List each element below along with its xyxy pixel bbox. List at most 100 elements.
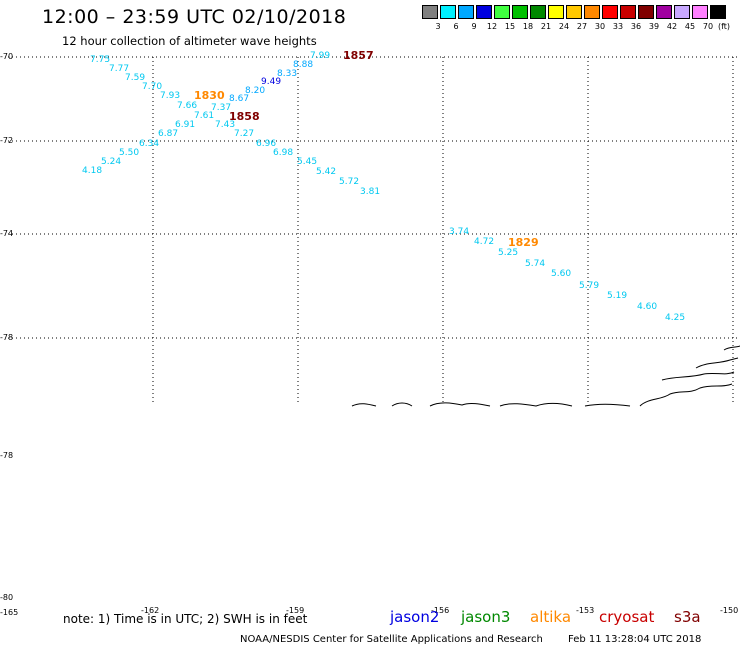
legend-swatch bbox=[692, 5, 708, 19]
lat-label: -70 bbox=[0, 52, 14, 61]
legend-label: 70 bbox=[702, 22, 714, 31]
wave-height-obs: 7.70 bbox=[142, 82, 163, 92]
wave-height-obs: 7.99 bbox=[310, 51, 331, 61]
wave-height-obs: 8.33 bbox=[277, 69, 298, 79]
legend-label: 42 bbox=[666, 22, 678, 31]
pass-time-label: 1830 bbox=[194, 89, 225, 102]
legend-label: 33 bbox=[612, 22, 624, 31]
legend-label: 39 bbox=[648, 22, 660, 31]
satellite-name: cryosat bbox=[599, 608, 655, 626]
wave-height-obs: 5.50 bbox=[119, 148, 140, 158]
pass-time-label: 1858 bbox=[229, 110, 260, 123]
legend-swatch bbox=[422, 5, 438, 19]
page-title: 12:00 – 23:59 UTC 02/10/2018 bbox=[42, 6, 347, 28]
wave-height-obs: 7.37 bbox=[211, 103, 232, 113]
pass-time-label: 1829 bbox=[508, 236, 539, 249]
coastline bbox=[351, 345, 740, 407]
lat-label: -78 bbox=[0, 333, 14, 342]
lat-label: -74 bbox=[0, 229, 14, 238]
lon-label: -153 bbox=[576, 606, 595, 615]
legend-label: 12 bbox=[486, 22, 498, 31]
wave-height-obs: 7.27 bbox=[234, 129, 255, 139]
wave-height-obs: 5.42 bbox=[316, 167, 337, 177]
wave-height-obs: 4.18 bbox=[82, 166, 103, 176]
legend-swatch bbox=[458, 5, 474, 19]
legend-label: 45 bbox=[684, 22, 696, 31]
legend-swatch bbox=[656, 5, 672, 19]
wave-height-obs: 5.72 bbox=[339, 177, 360, 187]
satellite-name: s3a bbox=[674, 608, 701, 626]
wave-height-obs: 6.34 bbox=[139, 139, 160, 149]
wave-height-obs: 7.77 bbox=[109, 64, 130, 74]
legend-swatch bbox=[674, 5, 690, 19]
legend-swatch bbox=[710, 5, 726, 19]
legend-label: 15 bbox=[504, 22, 516, 31]
wave-height-obs: 5.19 bbox=[607, 291, 628, 301]
legend-swatch bbox=[620, 5, 636, 19]
credit-line: NOAA/NESDIS Center for Satellite Applica… bbox=[240, 634, 543, 645]
wave-height-obs: 9.49 bbox=[261, 77, 282, 87]
legend-swatch bbox=[584, 5, 600, 19]
wave-height-obs: 6.98 bbox=[273, 148, 294, 158]
wave-height-obs: 7.93 bbox=[160, 91, 181, 101]
wave-height-obs: 8.20 bbox=[245, 86, 266, 96]
legend-swatch bbox=[476, 5, 492, 19]
lon-label: -159 bbox=[286, 606, 305, 615]
gridlines bbox=[8, 56, 740, 405]
wave-height-obs: 7.59 bbox=[125, 73, 146, 83]
legend-label: 3 bbox=[435, 22, 441, 31]
satellite-name: altika bbox=[530, 608, 572, 626]
wave-height-obs: 5.79 bbox=[579, 281, 600, 291]
wave-height-obs: 4.72 bbox=[474, 237, 495, 247]
lon-label: -162 bbox=[141, 606, 160, 615]
wave-height-obs: 4.25 bbox=[665, 313, 686, 323]
satellite-name: jason2 bbox=[390, 608, 440, 626]
wave-height-obs: 6.96 bbox=[256, 139, 277, 149]
pass-time-label: 1857 bbox=[343, 49, 374, 62]
wave-height-obs: 5.74 bbox=[525, 259, 546, 269]
legend-label: 24 bbox=[558, 22, 570, 31]
wave-height-obs: 7.75 bbox=[90, 55, 111, 65]
legend-label: 9 bbox=[471, 22, 477, 31]
legend-swatch bbox=[530, 5, 546, 19]
legend-swatch bbox=[602, 5, 618, 19]
wave-height-obs: 7.61 bbox=[194, 111, 215, 121]
wave-height-obs: 3.81 bbox=[360, 187, 381, 197]
wave-height-obs: 3.74 bbox=[449, 227, 470, 237]
wave-height-obs: 5.45 bbox=[297, 157, 318, 167]
wave-height-obs: 5.60 bbox=[551, 269, 572, 279]
lon-label: -150 bbox=[720, 606, 739, 615]
wave-height-obs: 7.66 bbox=[177, 101, 198, 111]
lat-label: -80 bbox=[0, 593, 14, 602]
wave-height-obs: 7.43 bbox=[215, 120, 236, 130]
legend-swatch bbox=[512, 5, 528, 19]
legend-label: 36 bbox=[630, 22, 642, 31]
legend-swatch bbox=[494, 5, 510, 19]
footnote: note: 1) Time is in UTC; 2) SWH is in fe… bbox=[63, 612, 308, 626]
legend-swatch bbox=[440, 5, 456, 19]
legend-label: 21 bbox=[540, 22, 552, 31]
legend-label: 6 bbox=[453, 22, 459, 31]
legend-label: 18 bbox=[522, 22, 534, 31]
lat-label: -72 bbox=[0, 136, 14, 145]
page-subtitle: 12 hour collection of altimeter wave hei… bbox=[62, 34, 317, 48]
legend-unit: (ft) bbox=[717, 22, 731, 31]
wave-height-obs: 6.87 bbox=[158, 129, 179, 139]
wave-height-obs: 4.60 bbox=[637, 302, 658, 312]
wave-height-obs: 5.25 bbox=[498, 248, 519, 258]
wave-height-obs: 5.24 bbox=[101, 157, 122, 167]
lon-label: -156 bbox=[431, 606, 450, 615]
wave-height-obs: 6.91 bbox=[175, 120, 196, 130]
wave-height-obs: 8.88 bbox=[293, 60, 314, 70]
generated-timestamp: Feb 11 13:28:04 UTC 2018 bbox=[568, 634, 702, 645]
lon-label: -165 bbox=[0, 608, 19, 617]
wave-height-obs: 8.67 bbox=[229, 94, 250, 104]
legend-label: 30 bbox=[594, 22, 606, 31]
legend-swatch bbox=[548, 5, 564, 19]
legend-label: 27 bbox=[576, 22, 588, 31]
satellite-name: jason3 bbox=[461, 608, 511, 626]
lat-label: -78 bbox=[0, 451, 14, 460]
legend-swatch bbox=[638, 5, 654, 19]
legend-swatch bbox=[566, 5, 582, 19]
